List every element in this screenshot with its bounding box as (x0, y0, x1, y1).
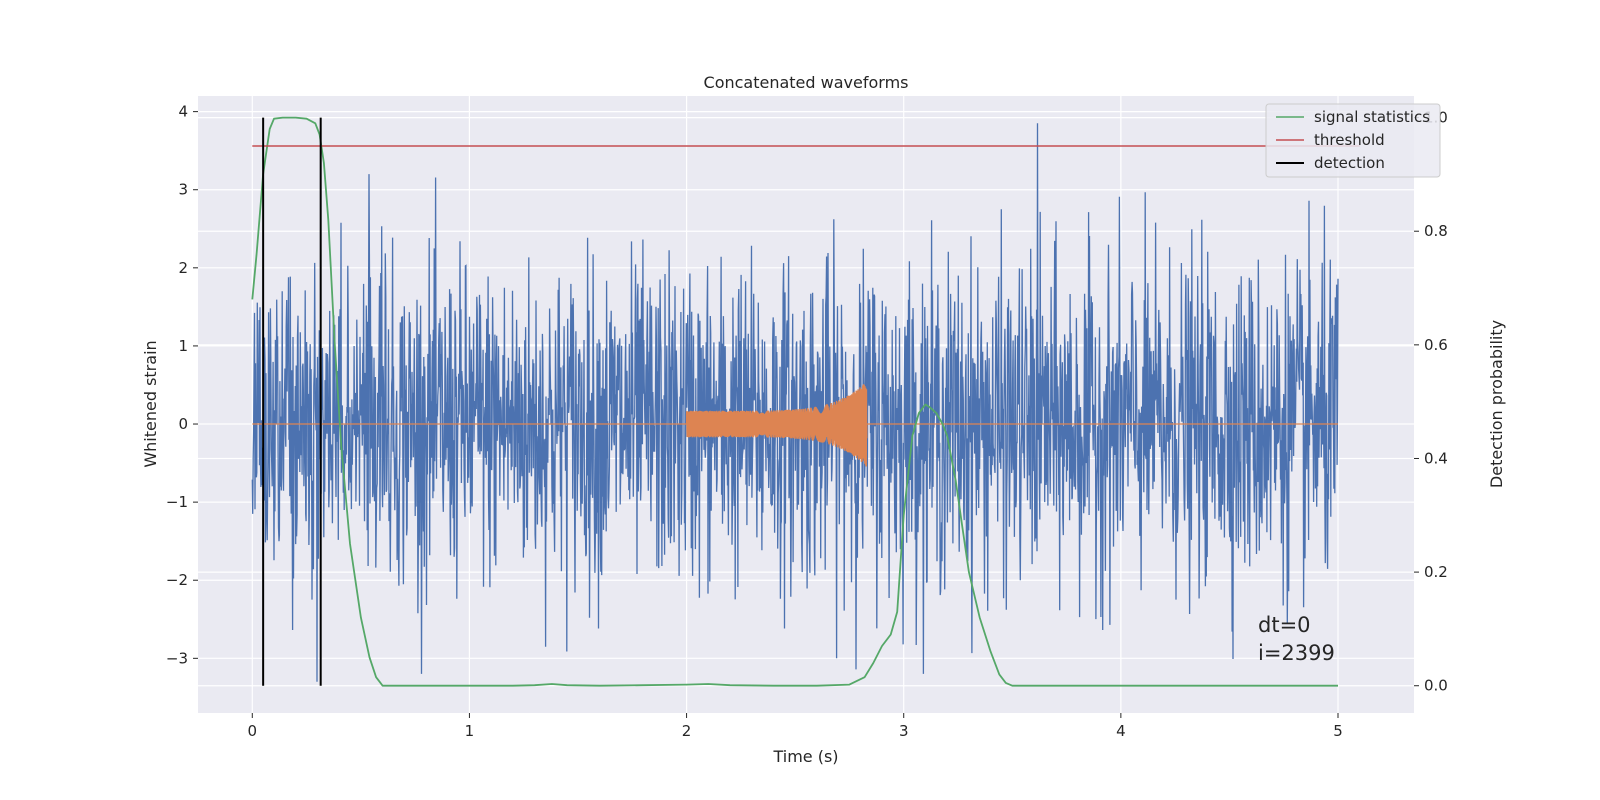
y-right-axis-ticks: 0.00.20.40.60.81.0 (1414, 109, 1448, 695)
legend-label-detection: detection (1314, 154, 1385, 172)
x-tick-label: 1 (465, 722, 475, 740)
line-whitened-strain (251, 123, 1339, 682)
series-whitened-strain (251, 123, 1339, 682)
y-right-tick-label: 0.8 (1424, 222, 1448, 240)
y-tick-label: −1 (166, 493, 188, 511)
y-right-tick-label: 0.6 (1424, 336, 1448, 354)
chart-title: Concatenated waveforms (704, 73, 909, 92)
x-tick-label: 2 (682, 722, 692, 740)
legend-label-signal-statistics: signal statistics (1314, 108, 1430, 126)
line-injected-waveform (252, 384, 1338, 467)
x-axis-label: Time (s) (772, 747, 838, 766)
x-tick-label: 5 (1333, 722, 1343, 740)
series-injected-waveform (252, 384, 1338, 467)
y-tick-label: 4 (178, 103, 188, 121)
y-right-axis-label: Detection probability (1487, 320, 1506, 488)
annotation-dt: dt=0 (1258, 613, 1311, 637)
y-right-tick-label: 0.2 (1424, 563, 1448, 581)
x-axis-ticks: 0 1 2 3 4 5 (248, 713, 1343, 740)
x-tick-label: 0 (248, 722, 258, 740)
annotation-i: i=2399 (1258, 641, 1335, 665)
y-right-tick-label: 0.4 (1424, 449, 1448, 467)
y-tick-label: 1 (178, 337, 188, 355)
y-tick-label: −3 (166, 649, 188, 667)
y-axis-ticks: −3 −2 −1 0 1 2 3 4 (166, 103, 198, 667)
y-tick-label: 3 (178, 181, 188, 199)
y-axis-label: Whitened strain (141, 340, 160, 467)
x-tick-label: 3 (899, 722, 909, 740)
x-tick-label: 4 (1116, 722, 1126, 740)
line-signal-statistics (251, 116, 1338, 687)
y-tick-label: 0 (178, 415, 188, 433)
legend: signal statistics threshold detection (1265, 103, 1441, 178)
y-tick-label: 2 (178, 259, 188, 277)
series-detection (262, 117, 322, 686)
legend-box (1265, 103, 1441, 178)
series-signal-statistics (251, 116, 1338, 687)
y-right-tick-label: 0.0 (1424, 677, 1448, 695)
legend-label-threshold: threshold (1314, 131, 1385, 149)
y-tick-label: −2 (166, 571, 188, 589)
